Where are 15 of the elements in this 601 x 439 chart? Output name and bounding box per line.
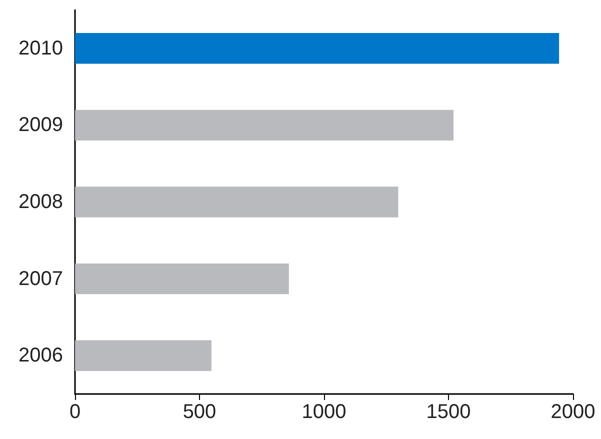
bar — [75, 110, 454, 141]
y-tick-label: 2009 — [18, 114, 63, 136]
bar — [75, 263, 289, 294]
bar — [75, 340, 212, 371]
x-tick-label: 500 — [182, 401, 216, 423]
x-tick-label: 1000 — [302, 401, 346, 423]
bar — [75, 33, 560, 64]
x-tick-label: 0 — [69, 401, 81, 423]
y-tick-label: 2007 — [18, 268, 63, 290]
bar — [75, 186, 398, 218]
y-tick-label: 2010 — [18, 37, 63, 60]
x-tick-label: 2000 — [550, 401, 596, 423]
y-tick-label: 2008 — [18, 191, 63, 213]
y-tick-label: 2006 — [18, 344, 63, 367]
x-tick-label: 1500 — [426, 401, 471, 423]
